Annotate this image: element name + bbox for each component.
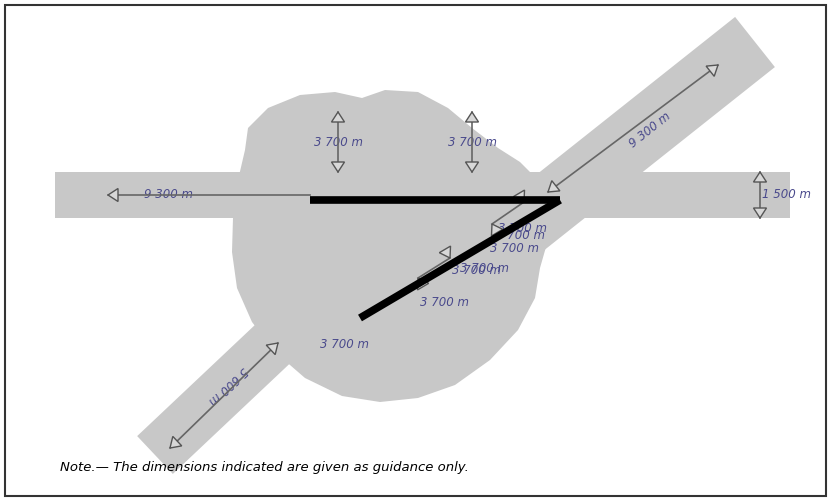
Polygon shape <box>232 90 550 402</box>
Polygon shape <box>465 162 479 172</box>
Polygon shape <box>137 186 438 474</box>
Text: Note.— The dimensions indicated are given as guidance only.: Note.— The dimensions indicated are give… <box>60 461 469 474</box>
Polygon shape <box>754 208 766 218</box>
Text: 1 500 m: 1 500 m <box>762 187 811 200</box>
Text: 3 700 m: 3 700 m <box>460 262 509 275</box>
Polygon shape <box>266 343 278 355</box>
Polygon shape <box>754 172 766 182</box>
Text: 5 600 m: 5 600 m <box>206 363 250 406</box>
Text: 9 300 m: 9 300 m <box>627 110 673 150</box>
Polygon shape <box>417 278 429 290</box>
Text: 3 700 m: 3 700 m <box>448 135 496 148</box>
Text: 3 700 m: 3 700 m <box>320 339 369 352</box>
Text: 3 700 m: 3 700 m <box>490 241 539 255</box>
Polygon shape <box>332 112 345 122</box>
Polygon shape <box>332 162 345 172</box>
Text: 3 700 m: 3 700 m <box>420 296 469 309</box>
Text: 9 300 m: 9 300 m <box>144 187 193 200</box>
Text: 3 700 m: 3 700 m <box>313 135 362 148</box>
Polygon shape <box>491 224 503 236</box>
Polygon shape <box>170 436 182 448</box>
Polygon shape <box>108 188 118 201</box>
Text: 3 700 m: 3 700 m <box>496 228 545 241</box>
Polygon shape <box>548 181 560 192</box>
Polygon shape <box>440 246 450 258</box>
Polygon shape <box>465 112 479 122</box>
Text: 3 700 m: 3 700 m <box>498 221 547 234</box>
Text: 3 700 m: 3 700 m <box>452 264 501 277</box>
Polygon shape <box>706 65 718 76</box>
Polygon shape <box>514 190 524 202</box>
Polygon shape <box>55 172 790 218</box>
Polygon shape <box>411 17 774 325</box>
